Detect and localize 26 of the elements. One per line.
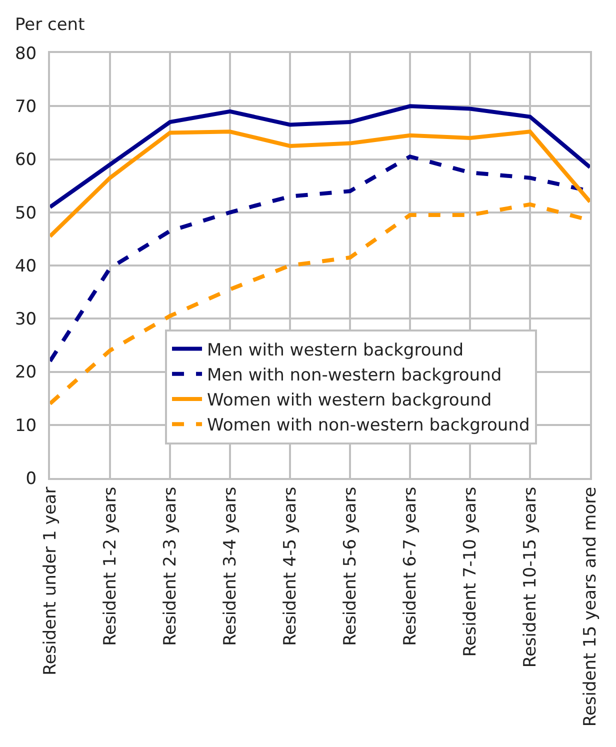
legend-label: Men with non-western background [207,366,502,386]
x-tick-label: Resident 2-3 years [160,486,181,646]
line-series [50,104,590,210]
y-axis-title: Per cent [15,15,86,35]
legend-label: Women with western background [207,390,492,411]
line-series [50,130,590,238]
x-tick-label: Resident 15 years and more [580,486,601,727]
y-tick-label: 80 [14,44,37,64]
y-tick-label: 60 [14,150,37,170]
y-tick-label: 20 [14,362,37,383]
y-tick-label: 0 [26,468,37,489]
x-tick-label: Resident 4-5 years [280,486,301,646]
x-tick-label: Resident 5-6 years [340,486,361,646]
x-tick-label: Resident under 1 year [40,486,61,676]
legend-label: Women with non-western background [207,416,530,436]
y-tick-label: 50 [14,203,37,224]
y-tick-label: 30 [14,310,37,330]
y-tick-label: 10 [14,416,37,436]
x-tick-label: Resident 10-15 years [520,486,541,668]
x-tick-label: Resident 7-10 years [460,486,481,657]
legend-label: Men with western background [207,340,464,360]
y-tick-label: 40 [14,256,37,276]
x-tick-label: Resident 3-4 years [220,486,241,646]
y-tick-label: 70 [14,97,37,118]
x-tick-label: Resident 6-7 years [400,486,421,646]
x-tick-label: Resident 1-2 years [100,486,121,646]
